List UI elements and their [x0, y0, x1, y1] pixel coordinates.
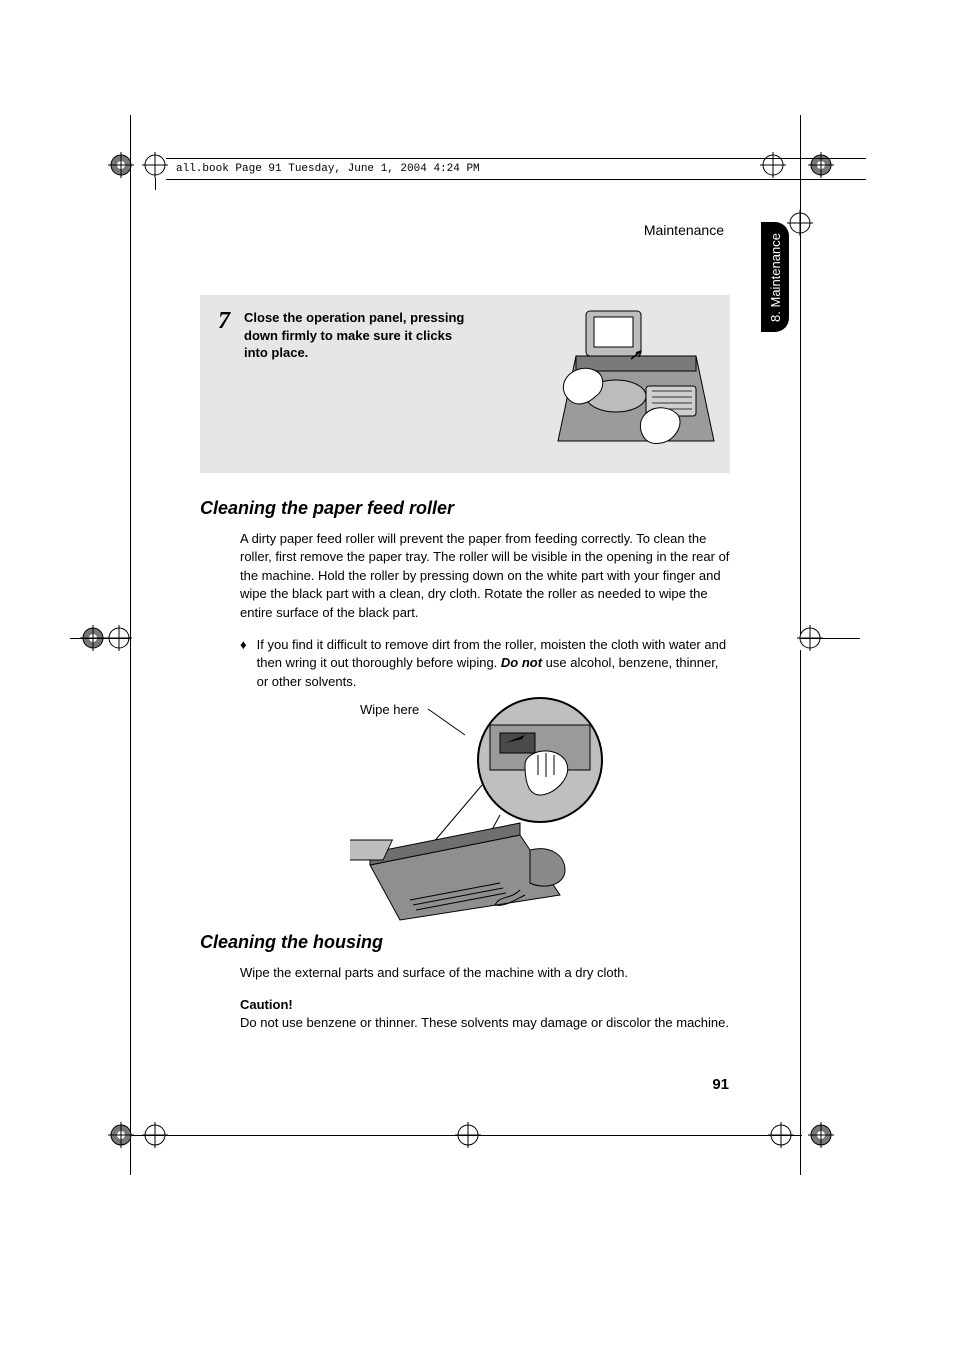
crop-line — [130, 1135, 802, 1136]
register-mark-icon — [808, 152, 834, 178]
file-header: all.book Page 91 Tuesday, June 1, 2004 4… — [170, 160, 486, 178]
caution-block: Caution! Do not use benzene or thinner. … — [240, 996, 730, 1033]
step-number: 7 — [218, 309, 230, 459]
crop-tick — [155, 178, 156, 190]
crop-line — [800, 650, 801, 1175]
crosshair-icon — [142, 152, 168, 178]
bullet-item: ♦ If you find it difficult to remove dir… — [240, 636, 730, 691]
step-box: 7 Close the operation panel, pressing do… — [200, 295, 730, 473]
roller-figure — [350, 695, 650, 925]
caution-label: Caution! — [240, 996, 730, 1014]
manual-page: all.book Page 91 Tuesday, June 1, 2004 4… — [0, 0, 954, 1351]
page-number: 91 — [712, 1076, 729, 1093]
section-heading: Cleaning the paper feed roller — [200, 498, 454, 519]
chapter-tab-label: 8. Maintenance — [768, 233, 783, 322]
crosshair-icon — [760, 152, 786, 178]
register-mark-icon — [808, 1122, 834, 1148]
wipe-roller-icon — [350, 695, 650, 925]
section-paragraph: Wipe the external parts and surface of t… — [240, 964, 730, 982]
section-heading: Cleaning the housing — [200, 932, 383, 953]
chapter-tab: 8. Maintenance — [761, 222, 789, 332]
bullet-text: If you find it difficult to remove dirt … — [257, 636, 730, 691]
crosshair-icon — [787, 210, 813, 236]
crosshair-icon — [768, 1122, 794, 1148]
step-figure — [546, 301, 716, 461]
fax-close-panel-icon — [546, 301, 716, 461]
crop-line — [800, 638, 860, 639]
caution-text: Do not use benzene or thinner. These sol… — [240, 1014, 730, 1032]
crop-line — [70, 638, 130, 639]
diamond-bullet-icon: ♦ — [240, 636, 247, 691]
crop-line — [800, 115, 801, 635]
running-head: Maintenance — [644, 222, 724, 238]
section-paragraph: A dirty paper feed roller will prevent t… — [240, 530, 730, 622]
step-text: Close the operation panel, pressing down… — [244, 309, 474, 459]
